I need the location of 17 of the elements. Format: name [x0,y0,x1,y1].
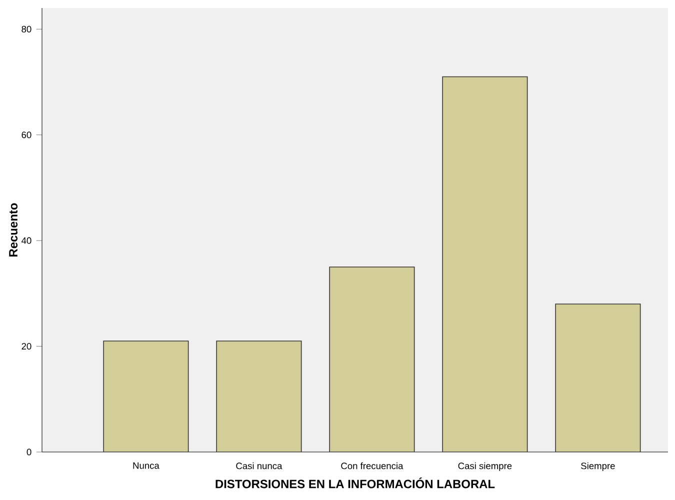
x-tick-label: Siempre [581,462,615,472]
bar [103,340,189,452]
x-tick-label: Nunca [133,462,160,469]
x-tick-label: Casi nunca [236,462,282,470]
bar [216,340,302,452]
y-tick-label: 80 [22,26,32,32]
y-tick-label: 40 [22,237,32,244]
x-tick-label: Con frecuencia [341,462,404,470]
y-tick-label: 0 [26,448,32,456]
y-tick-label: 60 [22,132,32,138]
bar [442,76,528,452]
bar [555,304,641,452]
x-axis-title: DISTORSIONES EN LA INFORMACIÓN LABORAL [216,477,495,488]
y-tick-label: 20 [22,343,32,350]
x-tick-label: Casi siempre [458,462,512,472]
bar [329,266,415,452]
y-axis-title: Recuento [9,203,18,256]
